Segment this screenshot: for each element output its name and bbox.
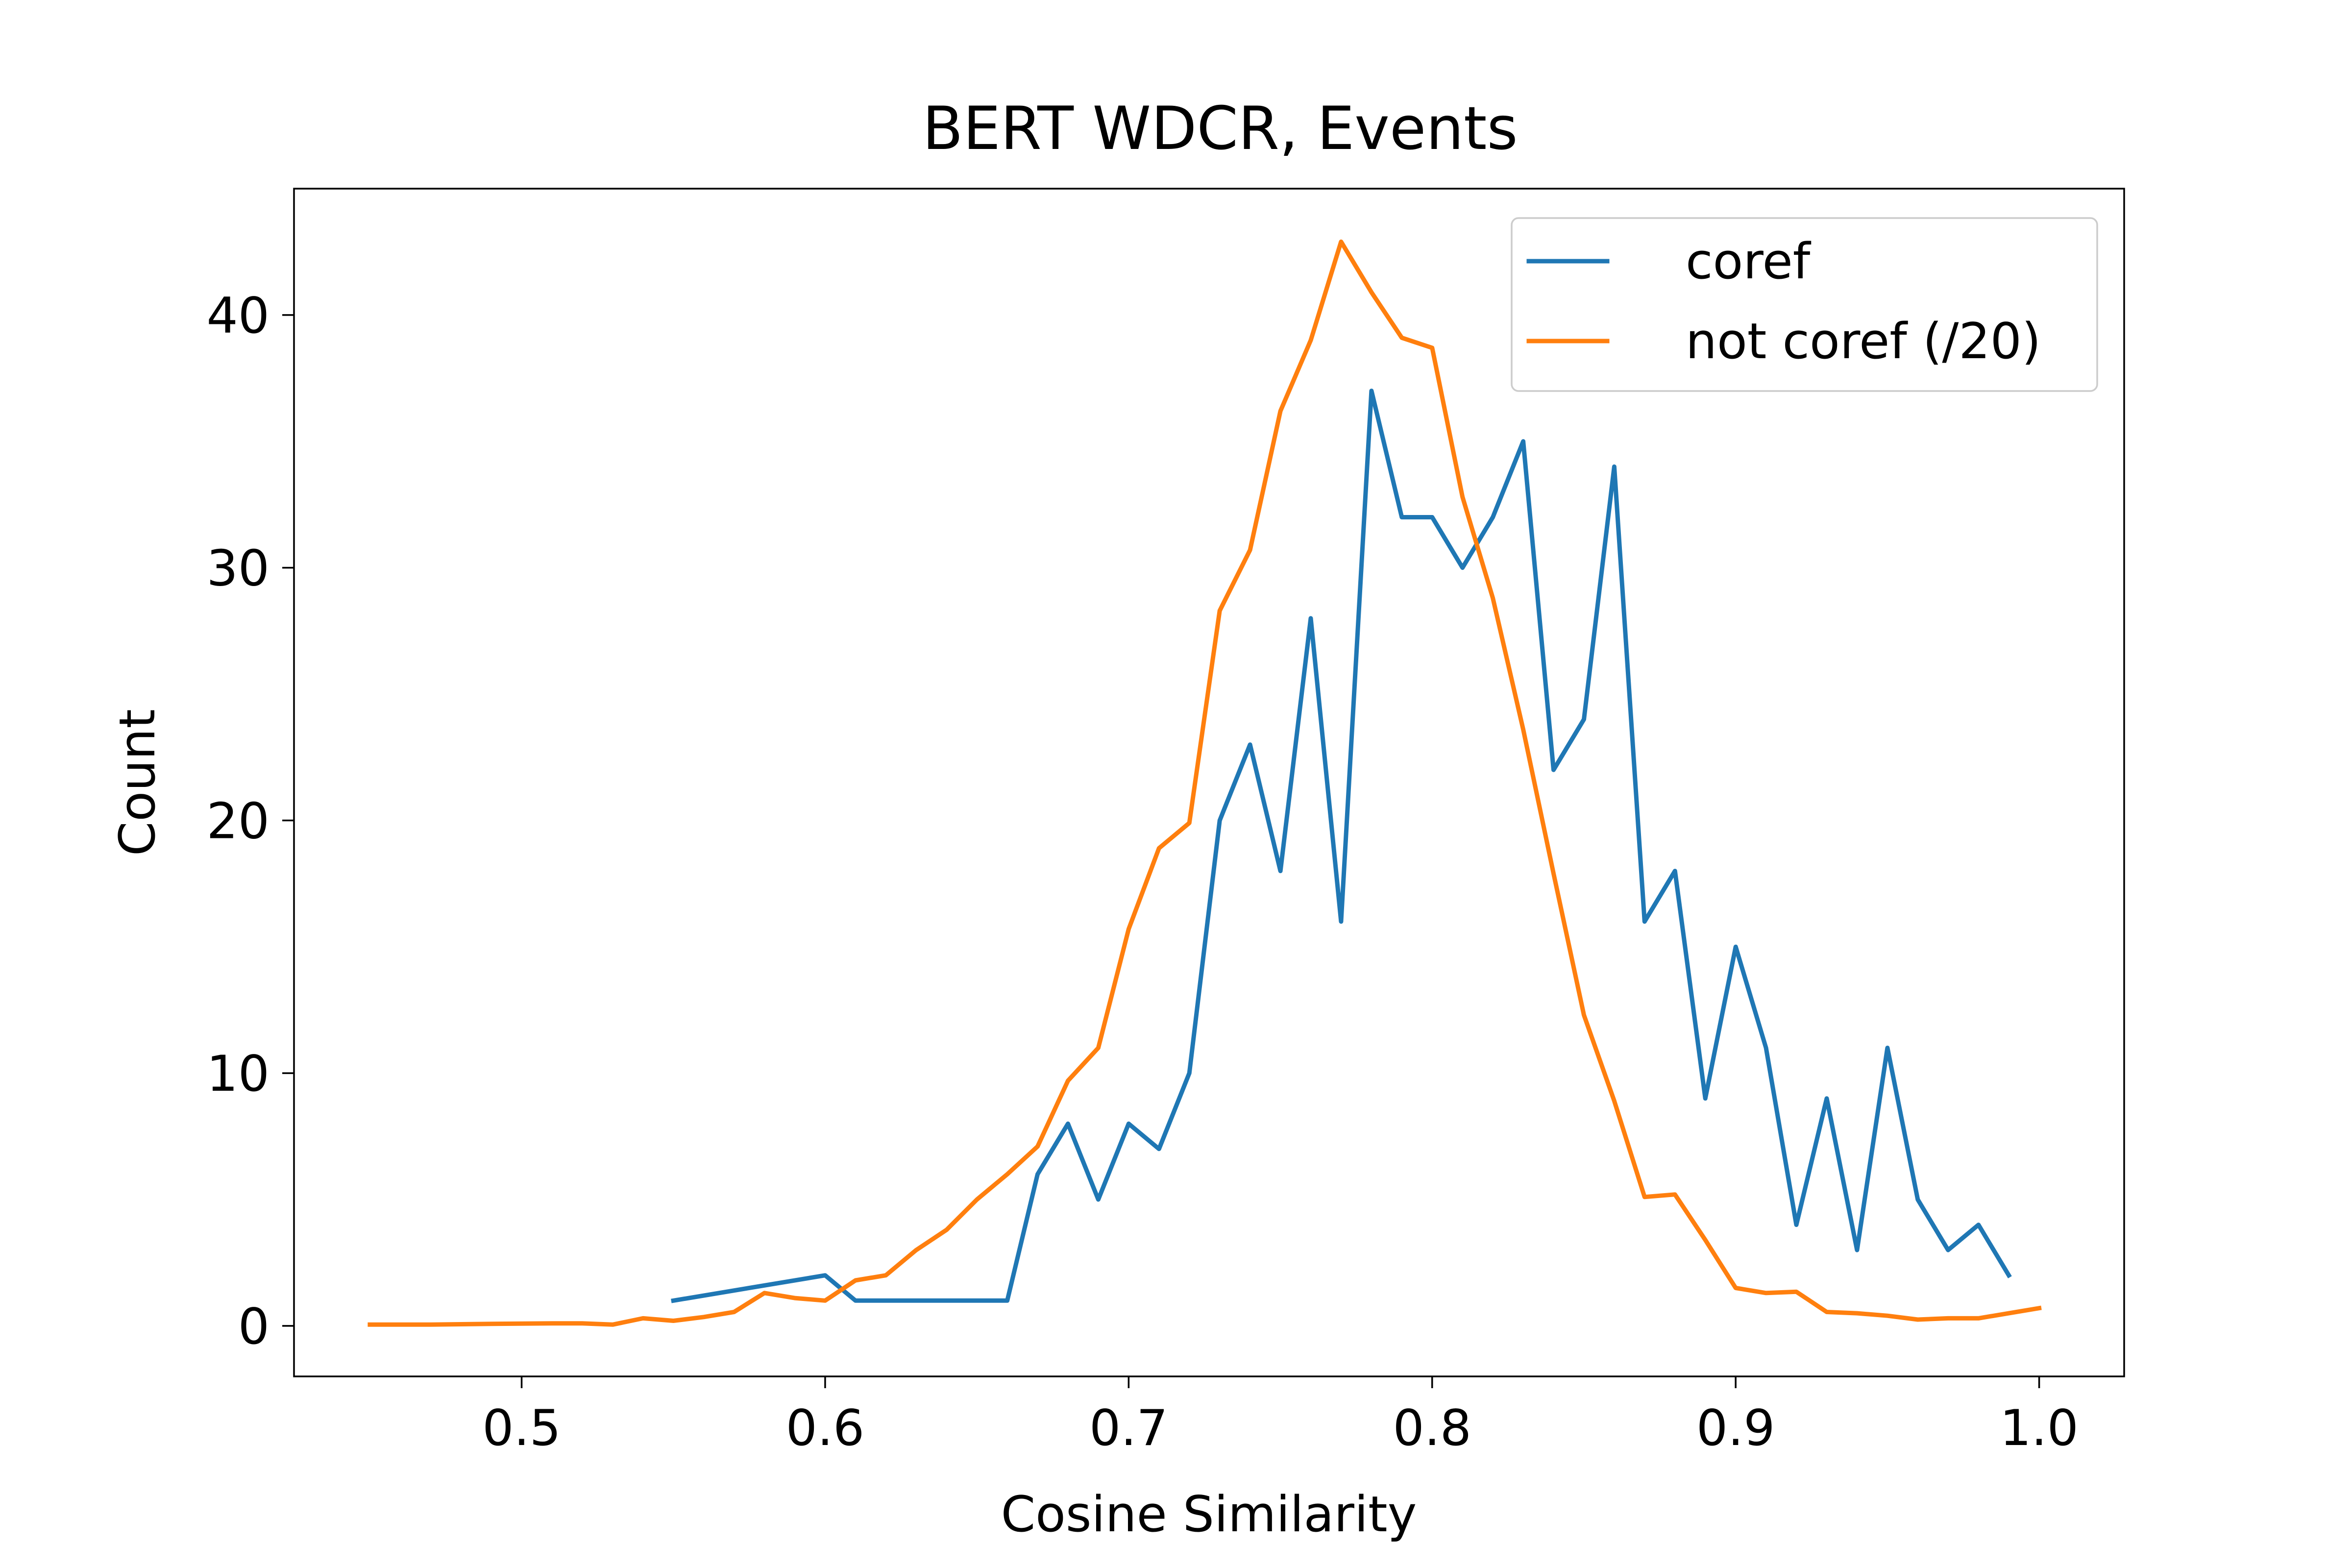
legend: coref not coref (/20): [1511, 217, 2098, 392]
chart-title: BERT WDCR, Events: [922, 94, 1518, 163]
x-axis: 0.5 0.6 0.7 0.8 0.9 1.0: [482, 1376, 2079, 1457]
y-tick-label: 20: [206, 792, 270, 850]
x-tick-label: 0.8: [1393, 1399, 1471, 1457]
x-tick-label: 1.0: [2000, 1399, 2079, 1457]
x-axis-label: Cosine Similarity: [1001, 1485, 1417, 1543]
y-tick-label: 40: [206, 287, 270, 344]
y-tick-label: 30: [206, 539, 270, 597]
x-tick-label: 0.7: [1089, 1399, 1168, 1457]
x-tick-label: 0.9: [1696, 1399, 1775, 1457]
plot-area: [293, 188, 2125, 1377]
y-tick-label: 0: [238, 1298, 270, 1355]
y-axis: 0 10 20 30 40: [206, 287, 294, 1355]
legend-label-coref: coref: [1686, 232, 1812, 290]
x-tick-label: 0.5: [482, 1399, 561, 1457]
plot-frame: [293, 188, 2125, 1377]
series-line-1: [368, 239, 2042, 1327]
series-layer: [368, 239, 2042, 1327]
y-tick-label: 10: [206, 1045, 270, 1102]
legend-label-not-coref: not coref (/20): [1686, 312, 2041, 370]
y-axis-label: Count: [108, 709, 166, 856]
legend-box: [1511, 217, 2098, 392]
series-line-0: [671, 389, 2012, 1303]
x-tick-label: 0.6: [786, 1399, 865, 1457]
